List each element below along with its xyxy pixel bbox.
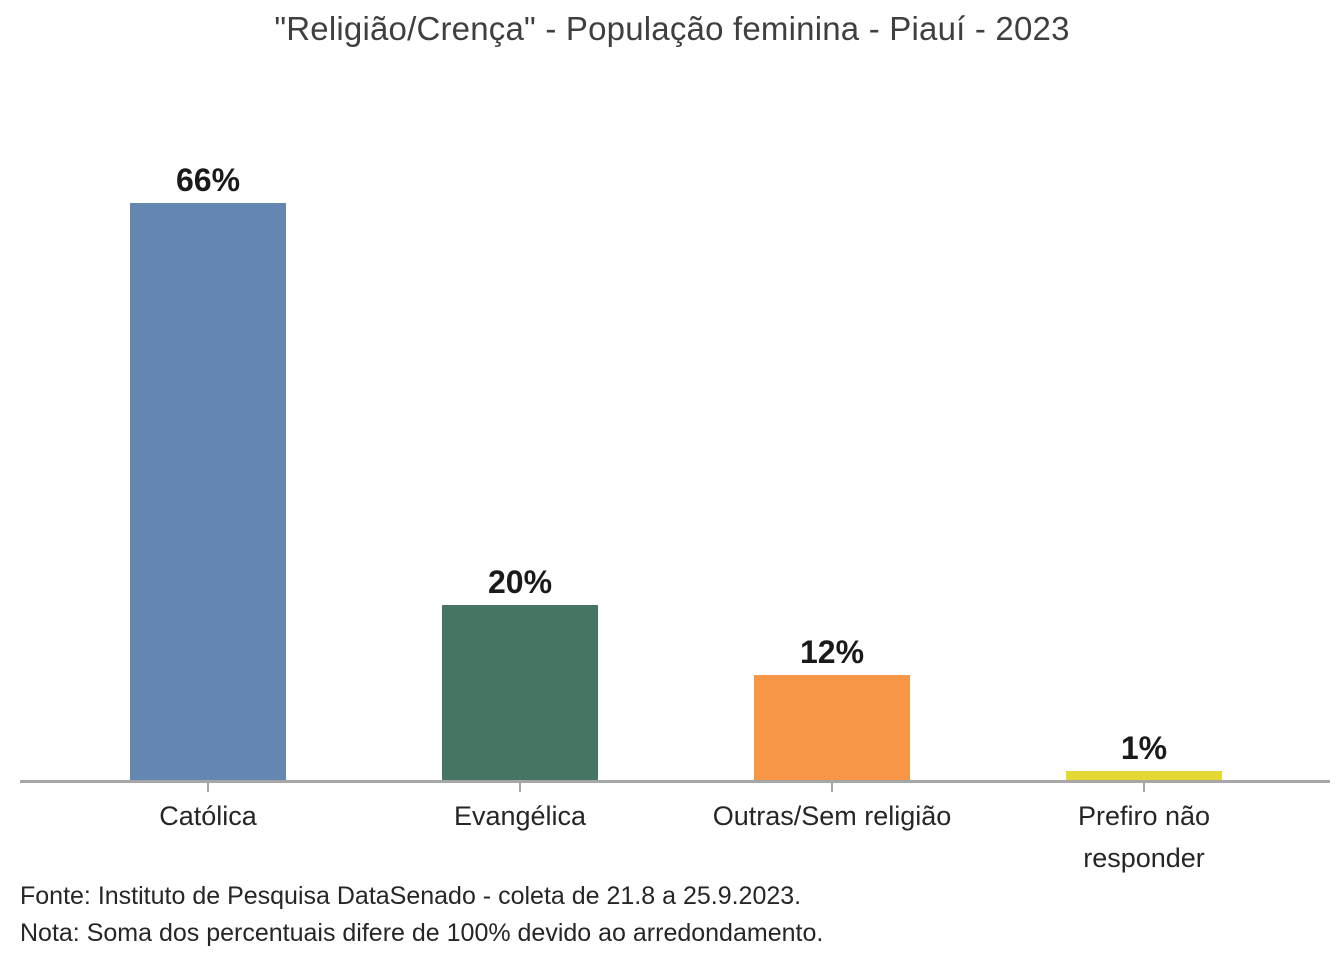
plot-area: 66% 20% 12% 1% [52, 0, 1300, 792]
axis-tick [519, 783, 521, 792]
bar-evangelica [442, 605, 598, 780]
bar-group-evangelica: 20% [364, 0, 676, 792]
bar-outras [754, 675, 910, 780]
bar-group-catolica: 66% [52, 0, 364, 792]
chart-footer: Fonte: Instituto de Pesquisa DataSenado … [20, 878, 1320, 952]
bar-group-prefiro: 1% [988, 0, 1300, 792]
category-label-outras: Outras/Sem religião [712, 801, 952, 831]
x-axis-labels: Católica Evangélica Outras/Sem religião … [52, 796, 1300, 880]
bar-catolica [130, 203, 286, 780]
bar-group-outras: 12% [676, 0, 988, 792]
x-axis-line [20, 780, 1330, 783]
category-label-evangelica: Evangélica [453, 801, 587, 831]
rounding-note: Nota: Soma dos percentuais difere de 100… [20, 919, 824, 947]
value-label: 20% [487, 564, 553, 600]
category-label-catolica: Católica [159, 801, 257, 831]
bar-prefiro [1066, 771, 1222, 780]
value-label: 1% [1120, 730, 1168, 766]
axis-tick [831, 783, 833, 792]
axis-tick [1143, 783, 1145, 792]
source-note: Fonte: Instituto de Pesquisa DataSenado … [20, 882, 802, 910]
value-label: 66% [175, 162, 241, 198]
chart-title: "Religião/Crença" - População feminina -… [274, 10, 1070, 47]
category-label-prefiro: Prefiro não responder [1077, 801, 1211, 873]
value-label: 12% [799, 634, 865, 670]
axis-tick [207, 783, 209, 792]
